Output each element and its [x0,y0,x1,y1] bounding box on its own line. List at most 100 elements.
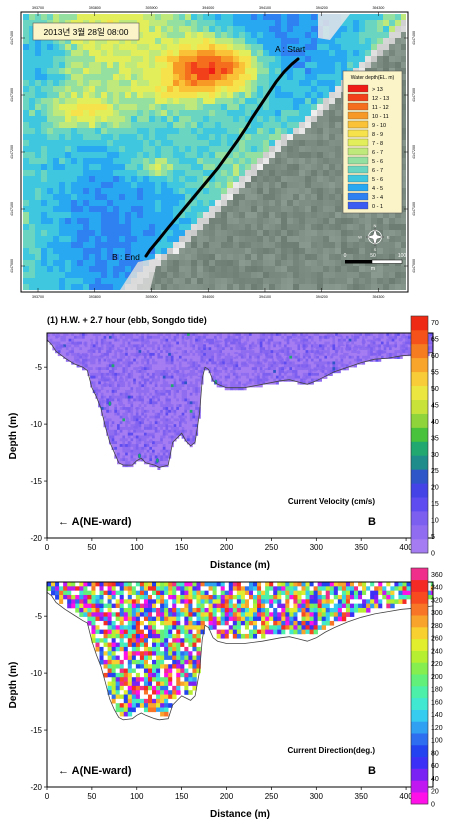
colorbar-segment [411,483,428,498]
panel-title: (1) H.W. + 2.7 hour (ebb, Songdo tide) [47,315,207,325]
legend-swatch [347,165,369,174]
legend-label: 9 - 10 [372,123,386,129]
left-direction-label: ← A(NE-ward) [58,516,132,528]
left-direction-label: ← A(NE-ward) [58,765,132,777]
x-tick-label: 350 [355,792,369,801]
colorbar-segment [411,525,428,540]
colorbar-segment [411,768,428,781]
colorbar-tick-label: 45 [431,402,439,409]
colorbar-tick-label: 120 [431,725,443,732]
compass-s: S [374,247,377,252]
start-label: A : Start [275,44,306,54]
colorbar-segment [411,455,428,470]
x-tick-label: 150 [175,543,189,552]
colorbar-tick-label: 360 [431,572,443,579]
legend-title: Water depth(EL. m) [351,75,395,81]
y-tick-label: -5 [35,363,43,372]
colorbar-segment [411,792,428,805]
direction-panel: 0 50 100 150 200 250 300 350 400-5-10-15-20 Curr… [8,567,443,820]
legend-swatch [347,138,369,147]
x-tick-label: 250 [265,543,279,552]
colorbar-tick-label: 320 [431,597,443,604]
colorbar-segment [411,686,428,699]
colorbar-segment [411,780,428,793]
colorbar-tick-label: 100 [431,738,443,745]
colorbar-segment [411,650,428,663]
colorbar-tick-label: 260 [431,636,443,643]
legend-swatch [347,120,369,129]
y-tick-label: -20 [30,534,42,543]
velocity-colorbar: 0 5 10 15 20 25 30 35 40 45 50 55 60 65 70 [410,315,439,558]
map-x-tick: 394000 [202,6,214,10]
colorbar-tick-label: 50 [431,386,439,393]
date-label: 2013년 3월 28일 08:00 [44,27,129,37]
colorbar-segment [411,441,428,456]
x-tick-label: 50 [87,543,96,552]
colorbar-segment [411,745,428,758]
colorbar-segment [411,697,428,710]
map-x-tick: 393900 [145,6,157,10]
map-x-tick: 394200 [316,295,328,299]
x-tick-label: 200 [220,543,234,552]
map-x-tick: 393800 [89,6,101,10]
map-x-tick: 393700 [32,295,44,299]
colorbar-tick-label: 40 [431,776,439,783]
colorbar-tick-label: 20 [431,789,439,796]
colorbar-tick-label: 20 [431,485,439,492]
y-tick-label: -5 [35,612,43,621]
x-tick-label: 0 [45,543,50,552]
compass-e: E [387,235,390,240]
legend-swatch [347,84,369,93]
colorbar-segment [411,615,428,628]
colorbar-segment [411,413,428,428]
map-y-tick: 4147300 [412,88,416,102]
legend-label: 7 - 8 [372,141,383,147]
map-x-tick: 394300 [372,6,384,10]
colorbar-segment [411,591,428,604]
x-tick-label: 350 [355,543,369,552]
colorbar-tick-label: 160 [431,699,443,706]
map-x-tick: 394000 [202,295,214,299]
legend-swatch [347,156,369,165]
colorbar-segment [411,511,428,526]
legend-swatch [347,174,369,183]
depth-legend: Water depth(EL. m) > 13 12 - 13 11 - 12 10 … [342,70,403,214]
colorbar-segment [411,627,428,640]
legend-swatch [347,129,369,138]
scale-unit: m [371,266,375,272]
map-y-tick: 4147000 [10,259,14,273]
legend-swatch [347,201,369,210]
map-y-tick: 4147300 [10,88,14,102]
legend-swatch [347,93,369,102]
colorbar-segment [411,568,428,581]
map-y-tick: 4147200 [412,145,416,159]
colorbar-tick-label: 60 [431,353,439,360]
colorbar-tick-label: 10 [431,518,439,525]
colorbar-tick-label: 240 [431,648,443,655]
map-y-tick: 4147400 [10,31,14,45]
seabed-line [46,339,434,468]
x-tick-label: 100 [130,792,144,801]
colorbar-segment [411,638,428,651]
colorbar-tick-label: 30 [431,452,439,459]
y-tick-label: -15 [30,726,42,735]
map-panel: 393700 393700 393800 393800 393900 393900 3940… [10,6,416,299]
colorbar-segment [411,357,428,373]
direction-field [47,582,433,717]
colorbar-segment [411,427,428,442]
legend-label: 12 - 13 [372,96,389,102]
colorbar-segment [411,733,428,746]
y-tick-label: -10 [30,420,42,429]
y-tick-label: -20 [30,783,42,792]
map-axis-ticks: 393700 393700 393800 393800 393900 393900 3940… [10,6,416,299]
legend-swatch [347,111,369,120]
colorbar-segment [411,603,428,616]
colorbar-tick-label: 0 [431,551,435,558]
x-axis-label: Distance (m) [210,560,270,571]
end-label: B : End [112,252,140,262]
legend-label: 3 - 4 [372,195,383,201]
colorbar-tick-label: 140 [431,712,443,719]
map-y-tick: 4147000 [412,259,416,273]
legend-swatch [347,192,369,201]
legend-label: 0 - 1 [372,204,383,210]
